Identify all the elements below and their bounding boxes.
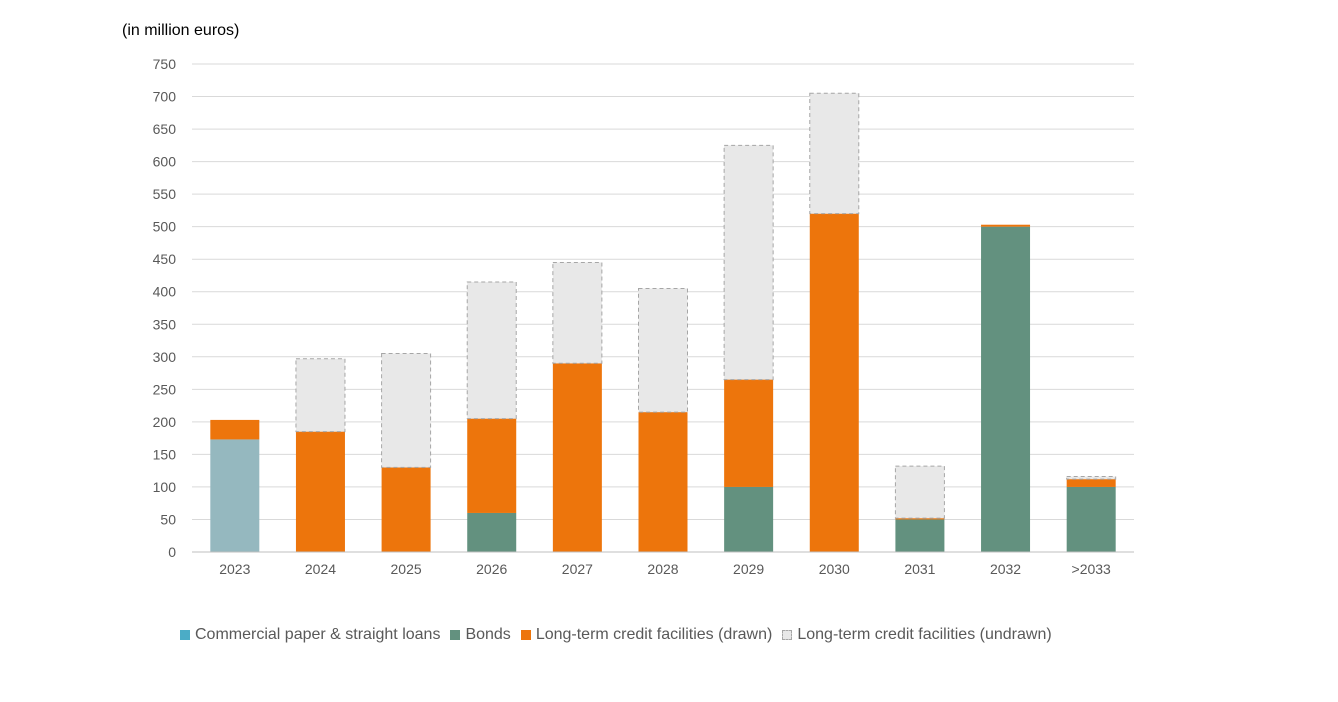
x-tick-label-2028: 2028 bbox=[647, 561, 678, 577]
y-tick-label-50: 50 bbox=[160, 511, 176, 527]
bar-undrawn-2025 bbox=[381, 353, 432, 468]
x-tick-label-2030: 2030 bbox=[819, 561, 850, 577]
bar-undrawn-2029 bbox=[723, 144, 774, 381]
x-tick-label-2029: 2029 bbox=[733, 561, 764, 577]
bar-drawn-gt2033 bbox=[1066, 479, 1116, 487]
legend-swatch-credit-undrawn bbox=[782, 630, 793, 640]
y-tick-label-500: 500 bbox=[153, 219, 177, 235]
legend-label-credit-undrawn: Long-term credit facilities (undrawn) bbox=[797, 626, 1052, 643]
bar-drawn-2029 bbox=[724, 379, 774, 487]
bar-drawn-2032 bbox=[981, 224, 1031, 227]
bar-undrawn-2028 bbox=[638, 287, 688, 413]
x-tick-label-2031: 2031 bbox=[904, 561, 935, 577]
y-tick-label-700: 700 bbox=[153, 89, 177, 105]
legend-swatch-bonds bbox=[450, 630, 461, 640]
legend-swatch-commercial-paper bbox=[180, 630, 190, 640]
x-tick-label-2024: 2024 bbox=[305, 561, 336, 577]
x-tick-label-2023: 2023 bbox=[219, 561, 250, 577]
y-tick-label-550: 550 bbox=[153, 186, 177, 202]
x-tick-label-2025: 2025 bbox=[391, 561, 422, 577]
legend-swatch-credit-drawn bbox=[520, 630, 531, 640]
x-tick-label-gt2033: >2033 bbox=[1072, 561, 1112, 577]
bar-drawn-2026 bbox=[467, 418, 517, 513]
legend-item-commercial-paper: Commercial paper & straight loans bbox=[180, 626, 440, 644]
y-tick-label-250: 250 bbox=[153, 381, 177, 397]
y-tick-label-150: 150 bbox=[153, 446, 177, 462]
bar-undrawn-2024 bbox=[295, 358, 346, 433]
bar-bonds-gt2033 bbox=[1066, 486, 1116, 552]
legend-label-bonds: Bonds bbox=[465, 626, 511, 643]
bar-bonds-2031 bbox=[895, 519, 945, 552]
legend-item-credit-drawn: Long-term credit facilities (drawn) bbox=[520, 626, 773, 644]
bar-drawn-2027 bbox=[552, 363, 602, 552]
unit-label: (in million euros) bbox=[122, 22, 240, 39]
bar-bonds-2026 bbox=[467, 512, 517, 552]
legend-item-credit-undrawn: Long-term credit facilities (undrawn) bbox=[782, 626, 1052, 644]
x-tick-label-2026: 2026 bbox=[476, 561, 507, 577]
bar-undrawn-2030 bbox=[809, 92, 860, 215]
bar-undrawn-gt2033 bbox=[1066, 476, 1117, 480]
x-tick-label-2027: 2027 bbox=[562, 561, 593, 577]
y-tick-label-450: 450 bbox=[153, 251, 177, 267]
bar-undrawn-2026 bbox=[466, 281, 517, 420]
x-tick-label-2032: 2032 bbox=[990, 561, 1021, 577]
y-tick-label-0: 0 bbox=[168, 544, 176, 560]
y-tick-label-200: 200 bbox=[153, 414, 177, 430]
bar-drawn-2028 bbox=[638, 412, 688, 552]
bar-bonds-2032 bbox=[981, 226, 1031, 552]
y-tick-label-300: 300 bbox=[153, 349, 177, 365]
bar-drawn-2030 bbox=[809, 213, 859, 553]
bar-bonds-2029 bbox=[724, 486, 774, 552]
bar-drawn-2025 bbox=[381, 467, 431, 552]
y-tick-label-600: 600 bbox=[153, 154, 177, 170]
bar-undrawn-2027 bbox=[552, 261, 603, 364]
y-tick-label-100: 100 bbox=[153, 479, 177, 495]
bar-drawn-2031 bbox=[895, 518, 945, 520]
legend-item-bonds: Bonds bbox=[450, 626, 511, 644]
legend-label-commercial-paper: Commercial paper & straight loans bbox=[195, 626, 441, 643]
y-tick-label-650: 650 bbox=[153, 121, 177, 137]
y-tick-label-400: 400 bbox=[153, 284, 177, 300]
bar-cp-2023 bbox=[210, 439, 260, 552]
bar-drawn-2024 bbox=[295, 431, 345, 552]
y-tick-label-350: 350 bbox=[153, 316, 177, 332]
legend-label-credit-drawn: Long-term credit facilities (drawn) bbox=[535, 626, 773, 643]
bar-drawn-2023 bbox=[210, 419, 260, 440]
legend: Commercial paper & straight loans Bonds … bbox=[180, 626, 1062, 644]
bar-undrawn-2031 bbox=[894, 465, 945, 519]
y-tick-label-750: 750 bbox=[153, 56, 177, 72]
